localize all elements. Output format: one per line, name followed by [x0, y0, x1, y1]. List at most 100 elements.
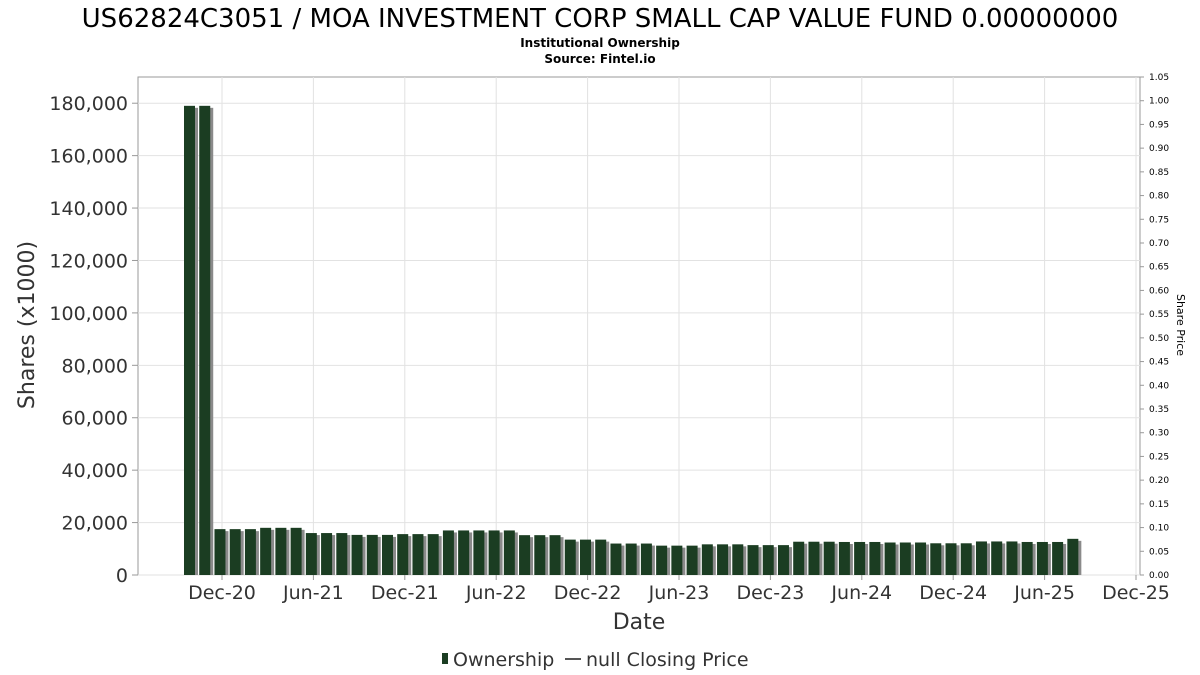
right-axis-ticks: 0.00 0.05 0.10 0.15 0.20 0.25 0.30 0.35 0.40 0.45… [1140, 73, 1169, 581]
ownership-bar [899, 542, 911, 575]
right-tick-label: 0.40 [1149, 381, 1169, 391]
right-tick-label: 0.60 [1149, 286, 1169, 296]
ownership-bars [184, 105, 1082, 576]
left-tick-label: 180,000 [49, 93, 128, 115]
right-tick-label: 0.30 [1149, 429, 1169, 439]
ownership-bar [321, 533, 333, 575]
x-tick-label: Jun-24 [830, 582, 892, 604]
ownership-bar [305, 533, 317, 575]
ownership-bar [930, 543, 942, 575]
x-tick-label: Jun-23 [648, 582, 710, 604]
legend: Ownership null Closing Price [442, 649, 749, 671]
ownership-bar [808, 541, 820, 575]
right-tick-label: 0.85 [1149, 168, 1169, 178]
ownership-bar [290, 527, 302, 575]
right-tick-label: 0.15 [1149, 500, 1169, 510]
left-tick-label: 140,000 [49, 198, 128, 220]
ownership-bar [336, 533, 348, 575]
ownership-bar [747, 545, 759, 575]
x-tick-label: Dec-23 [736, 582, 804, 604]
right-tick-label: 0.25 [1149, 452, 1169, 462]
left-tick-label: 120,000 [49, 250, 128, 272]
ownership-bar [686, 545, 698, 575]
chart-title: US62824C3051 / MOA INVESTMENT CORP SMALL… [82, 4, 1119, 34]
left-tick-label: 40,000 [62, 460, 128, 482]
ownership-bar [534, 535, 546, 575]
left-axis-ticks: 0 20,000 40,000 60,000 80,000 100,000 120,000 1… [49, 93, 138, 587]
left-tick-label: 160,000 [49, 146, 128, 168]
ownership-bar [199, 105, 211, 576]
ownership-bar [351, 534, 363, 575]
left-tick-label: 20,000 [62, 513, 128, 535]
ownership-bar [397, 534, 409, 575]
ownership-bar [488, 530, 500, 575]
left-tick-label: 100,000 [49, 303, 128, 325]
ownership-bar [1036, 541, 1048, 575]
ownership-bar [869, 541, 881, 575]
right-tick-label: 0.00 [1149, 571, 1169, 581]
grid-lines [138, 77, 1140, 576]
ownership-bar [244, 529, 256, 575]
x-axis-label: Date [613, 610, 666, 635]
x-tick-label: Dec-21 [371, 582, 439, 604]
ownership-bar [579, 539, 591, 575]
right-tick-label: 0.20 [1149, 476, 1169, 486]
ownership-bar [442, 530, 454, 575]
ownership-bar [701, 544, 713, 575]
right-tick-label: 0.05 [1149, 547, 1169, 557]
x-tick-label: Jun-22 [465, 582, 527, 604]
x-tick-label: Jun-25 [1013, 582, 1075, 604]
ownership-bar [1006, 541, 1018, 575]
right-tick-label: 1.00 [1149, 97, 1169, 107]
y-axis-label: Shares (x1000) [15, 241, 40, 409]
ownership-bar [1021, 541, 1033, 575]
legend-price-label: null Closing Price [586, 649, 749, 671]
x-tick-label: Dec-20 [188, 582, 256, 604]
ownership-bar [625, 543, 637, 575]
ownership-bar [1067, 538, 1079, 575]
ownership-bar [184, 105, 195, 576]
ownership-bar [945, 543, 957, 575]
right-tick-label: 0.10 [1149, 524, 1169, 534]
ownership-bar [260, 527, 272, 575]
ownership-bar [838, 541, 850, 575]
ownership-bar [549, 535, 561, 575]
left-tick-label: 60,000 [62, 408, 128, 430]
ownership-bar [1052, 541, 1064, 575]
x-tick-label: Jun-21 [282, 582, 344, 604]
ownership-bar [975, 541, 987, 575]
ownership-bar [854, 541, 866, 575]
right-tick-label: 0.35 [1149, 405, 1169, 415]
ownership-bar [717, 544, 729, 575]
ownership-bar [564, 539, 576, 575]
left-tick-label: 80,000 [62, 355, 128, 377]
right-tick-label: 0.95 [1149, 120, 1169, 130]
ownership-bar [214, 529, 226, 575]
x-tick-label: Dec-25 [1102, 582, 1170, 604]
right-tick-label: 1.05 [1149, 73, 1169, 83]
ownership-bar [762, 545, 774, 575]
ownership-bar [884, 542, 896, 575]
right-tick-label: 0.70 [1149, 239, 1169, 249]
legend-ownership-swatch [442, 653, 448, 664]
ownership-bar [412, 534, 424, 575]
legend-ownership-label: Ownership [453, 649, 554, 671]
y2-axis-label: Share Price [1174, 294, 1187, 356]
x-tick-label: Dec-24 [919, 582, 987, 604]
ownership-bar [915, 542, 927, 575]
ownership-bar [366, 534, 378, 575]
ownership-bar [381, 534, 393, 575]
ownership-bar [732, 544, 744, 575]
ownership-bar [823, 541, 835, 575]
plot-area [137, 76, 1141, 576]
left-tick-label: 0 [116, 565, 128, 587]
ownership-bar [991, 541, 1003, 575]
ownership-bar [427, 534, 439, 575]
ownership-bar [458, 530, 470, 575]
right-tick-label: 0.65 [1149, 263, 1169, 273]
ownership-bar [519, 535, 531, 575]
ownership-bar [671, 545, 683, 575]
ownership-bar [595, 539, 607, 575]
ownership-bar [473, 530, 485, 575]
